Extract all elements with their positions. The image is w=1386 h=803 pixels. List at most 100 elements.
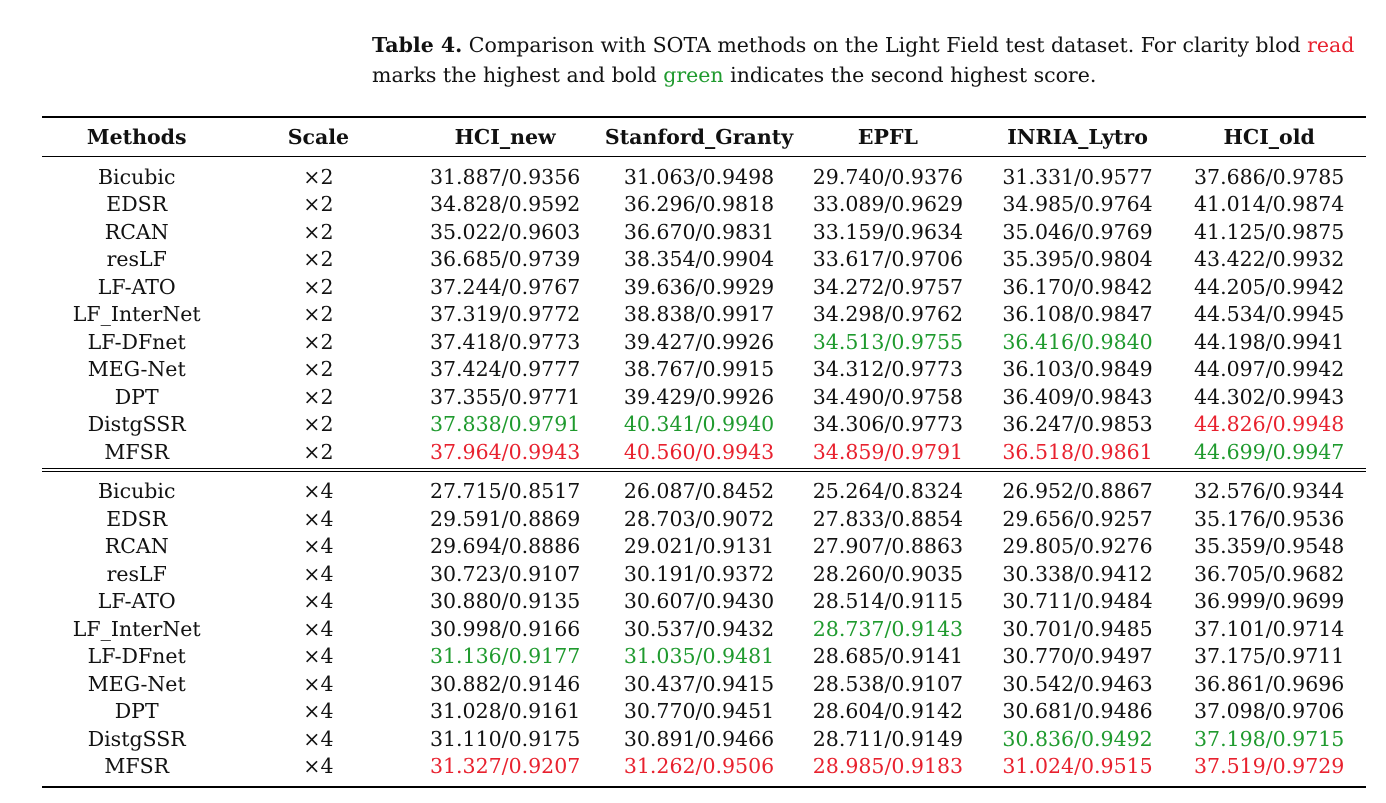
score-cell: 30.701/0.9485 bbox=[1002, 616, 1153, 641]
table-row: LF-ATO ×2 37.244/0.9767 39.636/0.9929 34.272… bbox=[42, 273, 1366, 301]
score-cell: 27.907/0.8863 bbox=[812, 534, 964, 559]
score-cell: 28.514/0.9115 bbox=[812, 589, 964, 614]
score-cell: 37.686/0.9785 bbox=[1193, 164, 1345, 189]
score-cell: 34.312/0.9773 bbox=[812, 357, 964, 382]
table-row: LF-ATO ×4 30.880/0.9135 30.607/0.9430 28.514… bbox=[42, 588, 1366, 616]
score-cell: 36.999/0.9699 bbox=[1193, 589, 1345, 614]
table-row: EDSR ×4 29.591/0.8869 28.703/0.9072 27.833/0… bbox=[42, 505, 1366, 533]
caption-green-word: green bbox=[663, 63, 724, 87]
score-cell: 36.108/0.9847 bbox=[1002, 302, 1153, 327]
score-cell: 44.826/0.9948 bbox=[1193, 412, 1345, 437]
score-cell: 31.887/0.9356 bbox=[429, 164, 581, 189]
method-cell: Bicubic bbox=[97, 479, 176, 504]
score-cell: 35.046/0.9769 bbox=[1002, 219, 1153, 244]
scale-cell: ×2 bbox=[303, 192, 334, 217]
score-cell: 30.338/0.9412 bbox=[1002, 561, 1153, 586]
table-row: DPT ×2 37.355/0.9771 39.429/0.9926 34.490/0.… bbox=[42, 383, 1366, 411]
score-cell: 30.882/0.9146 bbox=[429, 671, 581, 696]
score-cell: 34.985/0.9764 bbox=[1002, 192, 1153, 217]
score-cell: 36.247/0.9853 bbox=[1002, 412, 1153, 437]
method-cell: LF-ATO bbox=[97, 274, 176, 299]
scale-x4-group: Bicubic ×4 27.715/0.8517 26.087/0.8452 25.26… bbox=[42, 470, 1366, 787]
header-row: Methods Scale HCI_new Stanford_Granty EP… bbox=[42, 117, 1366, 157]
score-cell: 30.836/0.9492 bbox=[1002, 726, 1153, 751]
score-cell: 30.711/0.9484 bbox=[1002, 589, 1153, 614]
scale-cell: ×2 bbox=[303, 219, 334, 244]
header-scale: Scale bbox=[287, 125, 350, 149]
method-cell: EDSR bbox=[106, 506, 168, 531]
table-row: LF-DFnet ×2 37.418/0.9773 39.427/0.9926 34.5… bbox=[42, 328, 1366, 356]
score-cell: 31.110/0.9175 bbox=[429, 726, 581, 751]
table-row: resLF ×2 36.685/0.9739 38.354/0.9904 33.617/… bbox=[42, 246, 1366, 274]
score-cell: 37.244/0.9767 bbox=[429, 274, 581, 299]
scale-cell: ×2 bbox=[303, 412, 334, 437]
score-cell: 31.136/0.9177 bbox=[429, 644, 581, 669]
header-epfl: EPFL bbox=[857, 125, 918, 149]
scale-cell: ×2 bbox=[303, 384, 334, 409]
method-cell: MEG-Net bbox=[87, 671, 186, 696]
method-cell: MFSR bbox=[104, 754, 170, 779]
method-cell: MEG-Net bbox=[87, 357, 186, 382]
score-cell: 36.416/0.9840 bbox=[1002, 329, 1153, 354]
method-cell: resLF bbox=[106, 247, 167, 272]
score-cell: 34.513/0.9755 bbox=[812, 329, 964, 354]
table-row: MEG-Net ×2 37.424/0.9777 38.767/0.9915 34.31… bbox=[42, 356, 1366, 384]
score-cell: 37.418/0.9773 bbox=[429, 329, 581, 354]
score-cell: 29.656/0.9257 bbox=[1002, 506, 1153, 531]
table-row: LF-DFnet ×4 31.136/0.9177 31.035/0.9481 28.6… bbox=[42, 643, 1366, 671]
header-hci-new: HCI_new bbox=[454, 125, 556, 149]
score-cell: 28.985/0.9183 bbox=[812, 754, 964, 779]
score-cell: 34.272/0.9757 bbox=[812, 274, 964, 299]
score-cell: 31.035/0.9481 bbox=[623, 644, 775, 669]
score-cell: 37.101/0.9714 bbox=[1193, 616, 1345, 641]
table-row: LF_InterNet ×2 37.319/0.9772 38.838/0.9917 3… bbox=[42, 301, 1366, 329]
method-cell: DistgSSR bbox=[87, 412, 186, 437]
scale-cell: ×4 bbox=[303, 616, 334, 641]
table-row: DPT ×4 31.028/0.9161 30.770/0.9451 28.604/0.… bbox=[42, 698, 1366, 726]
score-cell: 44.302/0.9943 bbox=[1193, 384, 1345, 409]
method-cell: RCAN bbox=[104, 219, 169, 244]
caption-red-word: read bbox=[1307, 33, 1355, 57]
score-cell: 29.805/0.9276 bbox=[1002, 534, 1153, 559]
scale-cell: ×4 bbox=[303, 754, 334, 779]
scale-cell: ×4 bbox=[303, 589, 334, 614]
score-cell: 31.063/0.9498 bbox=[623, 164, 775, 189]
header-inria-lytro: INRIA_Lytro bbox=[1007, 125, 1148, 149]
score-cell: 44.699/0.9947 bbox=[1193, 439, 1345, 464]
table-row: RCAN ×4 29.694/0.8886 29.021/0.9131 27.907/0… bbox=[42, 533, 1366, 561]
table-row: LF_InterNet ×4 30.998/0.9166 30.537/0.9432 2… bbox=[42, 615, 1366, 643]
score-cell: 37.519/0.9729 bbox=[1193, 754, 1345, 779]
method-cell: Bicubic bbox=[97, 164, 176, 189]
scale-cell: ×4 bbox=[303, 534, 334, 559]
score-cell: 30.681/0.9486 bbox=[1002, 699, 1153, 724]
score-cell: 40.341/0.9940 bbox=[623, 412, 775, 437]
method-cell: LF-ATO bbox=[97, 589, 176, 614]
score-cell: 31.327/0.9207 bbox=[429, 754, 581, 779]
score-cell: 38.767/0.9915 bbox=[623, 357, 775, 382]
scale-cell: ×4 bbox=[303, 506, 334, 531]
score-cell: 30.437/0.9415 bbox=[623, 671, 775, 696]
method-cell: EDSR bbox=[106, 192, 168, 217]
score-cell: 30.770/0.9451 bbox=[623, 699, 775, 724]
method-cell: LF_InterNet bbox=[72, 302, 201, 327]
scale-cell: ×2 bbox=[303, 247, 334, 272]
method-cell: DistgSSR bbox=[87, 726, 186, 751]
score-cell: 30.191/0.9372 bbox=[623, 561, 775, 586]
method-cell: DPT bbox=[114, 384, 159, 409]
score-cell: 34.298/0.9762 bbox=[812, 302, 964, 327]
score-cell: 43.422/0.9932 bbox=[1193, 247, 1345, 272]
score-cell: 30.542/0.9463 bbox=[1002, 671, 1153, 696]
score-cell: 31.331/0.9577 bbox=[1002, 164, 1153, 189]
table-row: Bicubic ×4 27.715/0.8517 26.087/0.8452 25.26… bbox=[42, 470, 1366, 506]
score-cell: 39.636/0.9929 bbox=[623, 274, 775, 299]
score-cell: 44.205/0.9942 bbox=[1193, 274, 1345, 299]
table-row: MFSR ×4 31.327/0.9207 31.262/0.9506 28.985/0… bbox=[42, 753, 1366, 787]
method-cell: DPT bbox=[114, 699, 159, 724]
score-cell: 34.490/0.9758 bbox=[812, 384, 964, 409]
scale-cell: ×4 bbox=[303, 561, 334, 586]
score-cell: 44.097/0.9942 bbox=[1193, 357, 1345, 382]
score-cell: 36.861/0.9696 bbox=[1193, 671, 1345, 696]
score-cell: 37.964/0.9943 bbox=[429, 439, 581, 464]
score-cell: 38.354/0.9904 bbox=[623, 247, 775, 272]
score-cell: 28.260/0.9035 bbox=[812, 561, 964, 586]
